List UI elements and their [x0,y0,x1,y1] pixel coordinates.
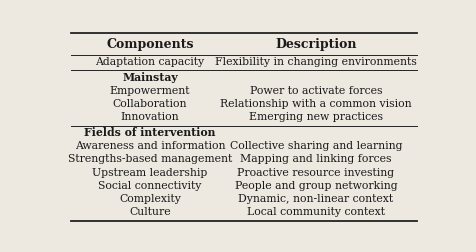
Text: Collective sharing and learning: Collective sharing and learning [229,141,402,151]
Text: Upstream leadership: Upstream leadership [92,168,208,178]
Text: Collaboration: Collaboration [113,99,187,109]
Text: Flexibility in changing environments: Flexibility in changing environments [215,57,417,67]
Text: Fields of intervention: Fields of intervention [84,127,216,138]
Text: Components: Components [106,38,194,51]
Text: Empowerment: Empowerment [109,86,190,96]
Text: Power to activate forces: Power to activate forces [249,86,382,96]
Text: Culture: Culture [129,207,171,217]
Text: Strengths-based management: Strengths-based management [68,154,232,165]
Text: Adaptation capacity: Adaptation capacity [95,57,205,67]
Text: Innovation: Innovation [120,112,179,122]
Text: Local community context: Local community context [247,207,385,217]
Text: Proactive resource investing: Proactive resource investing [238,168,395,178]
Text: Mapping and linking forces: Mapping and linking forces [240,154,392,165]
Text: Mainstay: Mainstay [122,72,178,83]
Text: People and group networking: People and group networking [235,181,397,191]
Text: Social connectivity: Social connectivity [98,181,201,191]
Text: Emerging new practices: Emerging new practices [249,112,383,122]
Text: Description: Description [275,38,357,51]
Text: Awareness and information: Awareness and information [75,141,225,151]
Text: Relationship with a common vision: Relationship with a common vision [220,99,412,109]
Text: Dynamic, non-linear context: Dynamic, non-linear context [238,194,394,204]
Text: Complexity: Complexity [119,194,181,204]
